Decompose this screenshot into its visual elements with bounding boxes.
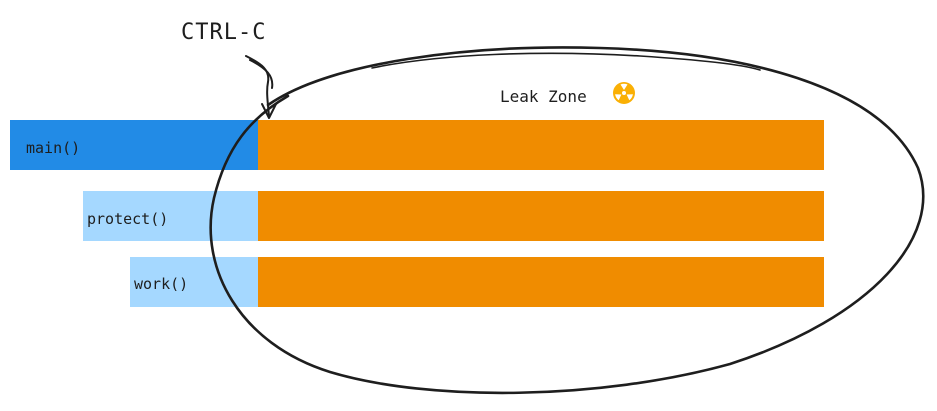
main-leak-bar [258, 120, 824, 170]
ctrl-c-arrow [245, 55, 277, 119]
work-call-label: work() [134, 275, 188, 293]
main-call-label: main() [26, 139, 80, 157]
main-call-bar [10, 120, 259, 170]
radioactive-icon [613, 82, 635, 104]
ctrl-c-annotation: CTRL-C [181, 20, 266, 45]
work-call-bar [130, 257, 259, 307]
protect-leak-bar [258, 191, 824, 241]
protect-call-bar [83, 191, 259, 241]
leak-zone-label: Leak Zone [500, 87, 587, 106]
protect-call-label: protect() [87, 210, 168, 228]
leak-zone-ellipse [209, 46, 925, 395]
work-leak-bar [258, 257, 824, 307]
